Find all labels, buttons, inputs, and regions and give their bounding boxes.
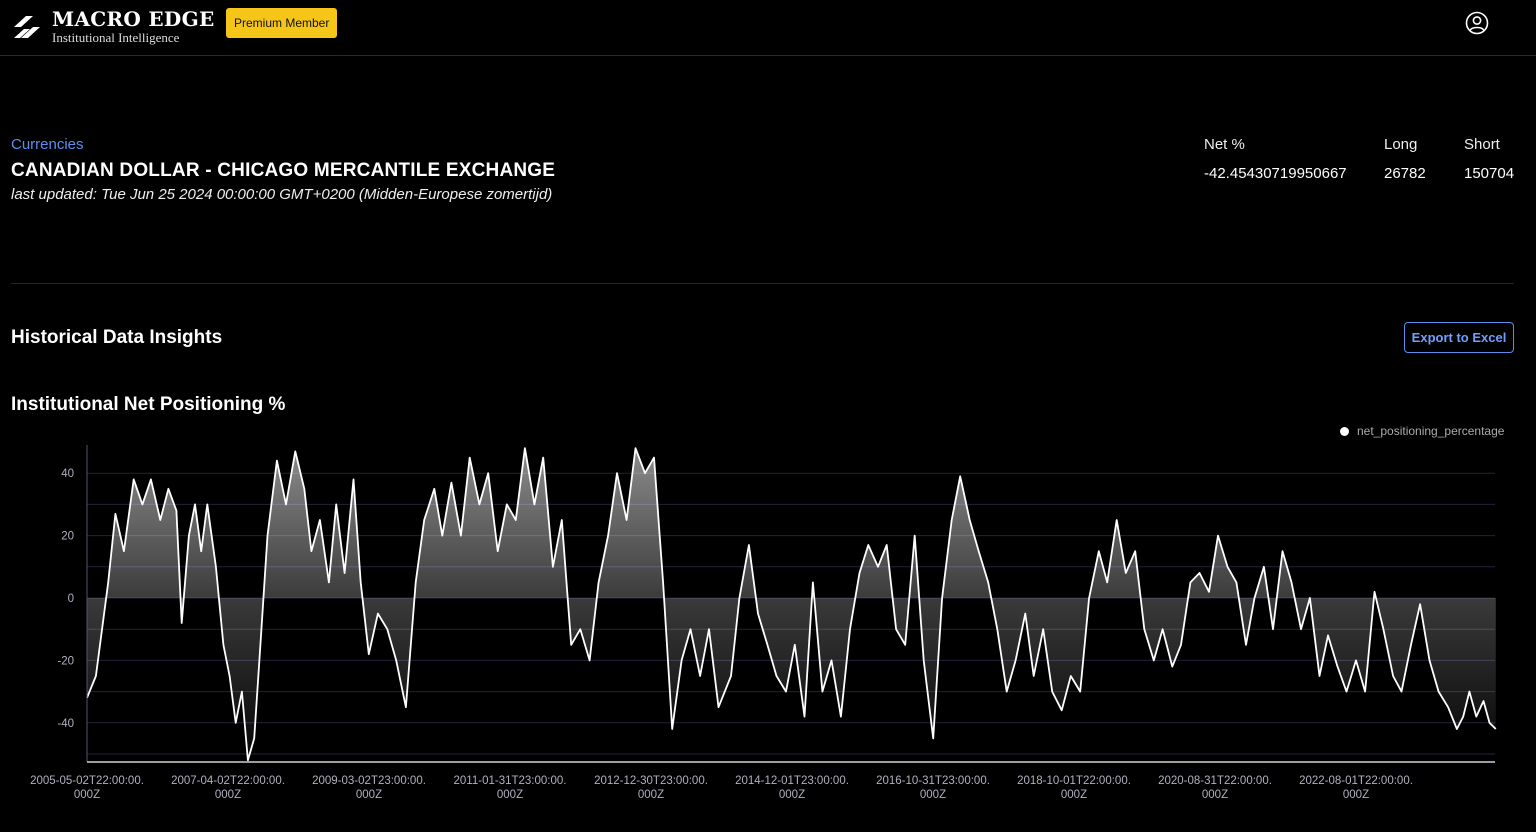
user-account-icon[interactable] bbox=[1465, 11, 1489, 35]
y-tick-label: 20 bbox=[61, 531, 74, 543]
x-tick-label-suffix: 000Z bbox=[356, 789, 382, 801]
chart-title: Institutional Net Positioning % bbox=[11, 394, 286, 415]
net-percent-label: Net % bbox=[1204, 136, 1245, 153]
long-stat: Long 26782 bbox=[1384, 136, 1426, 182]
historical-data-title: Historical Data Insights bbox=[11, 327, 223, 348]
x-tick-label-suffix: 000Z bbox=[920, 789, 946, 801]
y-tick-label: -40 bbox=[57, 718, 74, 730]
x-tick-label-suffix: 000Z bbox=[1343, 789, 1369, 801]
top-navbar: MACRO EDGE Institutional Intelligence Pr… bbox=[0, 0, 1536, 56]
x-tick-label-suffix: 000Z bbox=[1061, 789, 1087, 801]
logo-mark-icon bbox=[14, 15, 40, 38]
long-value: 26782 bbox=[1384, 165, 1426, 182]
y-tick-label: -20 bbox=[57, 655, 74, 667]
instrument-title: CANADIAN DOLLAR - CHICAGO MERCANTILE EXC… bbox=[11, 160, 556, 181]
short-value: 150704 bbox=[1464, 165, 1515, 182]
x-tick-label-suffix: 000Z bbox=[1202, 789, 1228, 801]
logo-name: MACRO EDGE bbox=[52, 7, 215, 31]
net-positioning-chart[interactable]: 40 20 0 -20 -40 2005-05-02T22:00:00. 000Z 2007-… bbox=[0, 440, 1536, 820]
long-label: Long bbox=[1384, 136, 1418, 153]
x-tick-label: 2014-12-01T23:00:00. bbox=[735, 775, 849, 787]
net-percent-stat: Net % -42.45430719950667 bbox=[1204, 136, 1347, 182]
x-tick-label-suffix: 000Z bbox=[74, 789, 100, 801]
series-line bbox=[86, 447, 1497, 762]
category-link[interactable]: Currencies bbox=[11, 136, 84, 153]
x-tick-label: 2005-05-02T22:00:00. bbox=[30, 775, 144, 787]
section-divider bbox=[11, 283, 1514, 284]
series-area bbox=[87, 448, 1496, 761]
export-to-excel-button[interactable]: Export to Excel bbox=[1404, 322, 1514, 353]
short-label: Short bbox=[1464, 136, 1500, 153]
x-tick-label-suffix: 000Z bbox=[779, 789, 805, 801]
premium-member-badge: Premium Member bbox=[226, 8, 338, 38]
y-tick-label: 0 bbox=[68, 593, 74, 605]
y-tick-label: 40 bbox=[61, 468, 74, 480]
legend-dot-icon bbox=[1340, 426, 1349, 436]
x-tick-label: 2012-12-30T23:00:00. bbox=[594, 775, 708, 787]
x-tick-label: 2011-01-31T23:00:00. bbox=[454, 775, 567, 787]
short-stat: Short 150704 bbox=[1464, 136, 1514, 182]
x-tick-label: 2016-10-31T23:00:00. bbox=[876, 775, 990, 787]
x-tick-label: 2007-04-02T22:00:00. bbox=[171, 775, 285, 787]
net-percent-value: -42.45430719950667 bbox=[1204, 165, 1347, 182]
logo-tagline: Institutional Intelligence bbox=[52, 30, 180, 45]
x-tick-label-suffix: 000Z bbox=[497, 789, 523, 801]
x-tick-label: 2009-03-02T23:00:00. bbox=[312, 775, 426, 787]
x-tick-label: 2020-08-31T22:00:00. bbox=[1158, 775, 1272, 787]
last-updated-text: last updated: Tue Jun 25 2024 00:00:00 G… bbox=[11, 186, 553, 203]
x-tick-label: 2022-08-01T22:00:00. bbox=[1299, 775, 1413, 787]
x-tick-label: 2018-10-01T22:00:00. bbox=[1017, 775, 1131, 787]
logo[interactable]: MACRO EDGE Institutional Intelligence bbox=[12, 9, 215, 44]
x-tick-label-suffix: 000Z bbox=[638, 789, 664, 801]
x-tick-label-suffix: 000Z bbox=[215, 789, 241, 801]
chart-legend[interactable]: net_positioning_percentage bbox=[1340, 424, 1504, 438]
legend-label: net_positioning_percentage bbox=[1357, 424, 1505, 438]
